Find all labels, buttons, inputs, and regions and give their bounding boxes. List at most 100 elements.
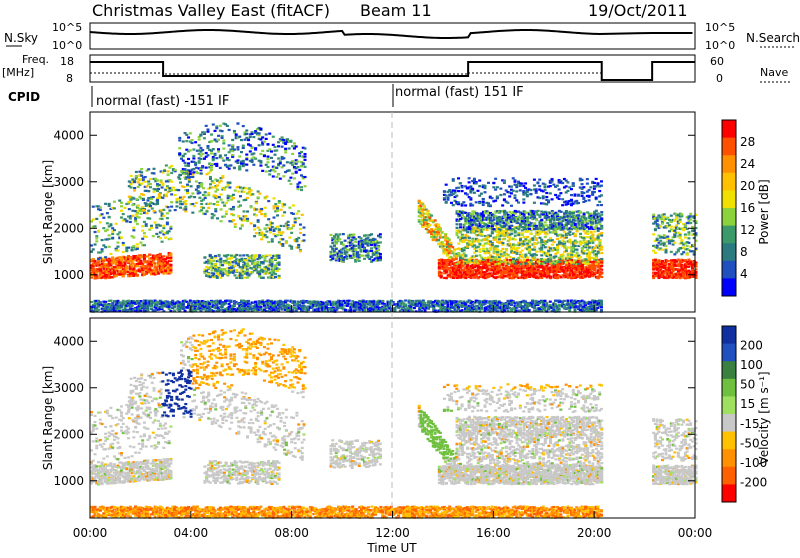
data-cell bbox=[370, 240, 374, 244]
data-cell bbox=[435, 228, 439, 231]
data-cell bbox=[187, 196, 191, 199]
data-cell bbox=[185, 172, 189, 175]
freq-label: Freq. bbox=[22, 53, 49, 66]
data-cell bbox=[182, 207, 186, 210]
data-cell bbox=[247, 259, 251, 262]
data-cell bbox=[148, 267, 152, 271]
data-cell bbox=[231, 260, 235, 264]
data-cell bbox=[223, 188, 227, 191]
data-cell bbox=[441, 261, 445, 264]
data-cell bbox=[508, 273, 512, 276]
data-cell bbox=[242, 190, 246, 193]
data-cell bbox=[433, 224, 437, 227]
data-cell bbox=[259, 276, 263, 279]
data-cell bbox=[450, 270, 454, 273]
data-cell bbox=[517, 258, 521, 262]
data-cell bbox=[444, 263, 448, 266]
data-cell bbox=[459, 239, 463, 242]
data-cell bbox=[371, 240, 375, 243]
data-cell bbox=[538, 262, 542, 265]
data-cell bbox=[460, 263, 464, 266]
data-cell bbox=[476, 271, 480, 275]
data-cell bbox=[442, 252, 446, 255]
data-cell bbox=[561, 258, 565, 261]
data-cell bbox=[273, 166, 277, 169]
data-cell bbox=[303, 147, 307, 150]
data-cell bbox=[165, 262, 169, 265]
data-cell bbox=[561, 239, 565, 242]
data-cell bbox=[510, 277, 514, 280]
data-cell bbox=[281, 243, 285, 246]
data-cell bbox=[90, 244, 93, 247]
data-cell bbox=[519, 254, 523, 258]
data-cell bbox=[483, 263, 487, 266]
data-cell bbox=[137, 262, 141, 265]
data-cell bbox=[476, 216, 480, 219]
data-cell bbox=[538, 247, 542, 250]
data-cell bbox=[134, 210, 138, 213]
data-cell bbox=[274, 227, 278, 230]
data-cell bbox=[494, 230, 498, 233]
data-cell bbox=[354, 252, 358, 255]
data-cell bbox=[522, 228, 526, 231]
data-cell bbox=[428, 213, 432, 216]
data-cell bbox=[478, 242, 482, 245]
data-cell bbox=[130, 261, 134, 264]
data-cell bbox=[104, 257, 108, 260]
data-cell bbox=[296, 187, 300, 191]
data-cell bbox=[224, 259, 228, 262]
data-cell bbox=[471, 261, 475, 264]
data-cell bbox=[533, 256, 537, 259]
data-cell bbox=[254, 148, 258, 151]
data-cell bbox=[460, 265, 464, 268]
data-cell bbox=[245, 156, 249, 160]
data-cell bbox=[143, 185, 147, 188]
data-cell bbox=[128, 217, 132, 220]
data-cell bbox=[480, 212, 484, 215]
data-cell bbox=[534, 276, 538, 279]
data-cell bbox=[534, 242, 538, 246]
data-cell bbox=[373, 246, 377, 249]
data-cell bbox=[226, 274, 230, 277]
data-cell bbox=[478, 243, 482, 247]
data-cell bbox=[256, 226, 260, 229]
data-cell bbox=[448, 262, 452, 266]
data-cell bbox=[272, 276, 276, 279]
data-cell bbox=[233, 259, 237, 263]
data-cell bbox=[275, 254, 279, 257]
data-cell bbox=[557, 259, 561, 262]
data-cell bbox=[469, 256, 473, 259]
data-cell bbox=[559, 255, 563, 259]
cpid-row: CPID normal (fast) -151 IF normal (fast)… bbox=[8, 84, 524, 109]
data-cell bbox=[261, 149, 265, 153]
data-cell bbox=[352, 233, 356, 236]
data-cell bbox=[242, 265, 246, 268]
data-cell bbox=[440, 236, 444, 239]
data-cell bbox=[357, 240, 361, 243]
data-cell bbox=[244, 217, 248, 221]
data-cell bbox=[584, 241, 588, 245]
data-cell bbox=[173, 168, 177, 172]
data-cell bbox=[278, 177, 282, 180]
data-cell bbox=[132, 244, 136, 248]
data-cell bbox=[527, 272, 531, 275]
data-cell bbox=[280, 155, 284, 159]
data-cell bbox=[570, 253, 574, 256]
data-cell bbox=[485, 228, 489, 232]
data-cell bbox=[259, 161, 263, 164]
data-cell bbox=[254, 232, 258, 235]
data-cell bbox=[508, 233, 512, 236]
data-cell bbox=[435, 233, 439, 236]
data-cell bbox=[241, 164, 245, 167]
data-cell bbox=[107, 257, 111, 260]
data-cell bbox=[128, 259, 132, 263]
data-cell bbox=[140, 182, 144, 185]
data-cell bbox=[582, 269, 586, 272]
data-cell bbox=[201, 198, 205, 201]
data-cell bbox=[256, 270, 260, 273]
data-cell bbox=[522, 277, 526, 280]
data-cell bbox=[134, 272, 138, 275]
data-cell bbox=[100, 262, 104, 265]
data-cell bbox=[481, 258, 485, 261]
data-cell bbox=[568, 270, 572, 273]
